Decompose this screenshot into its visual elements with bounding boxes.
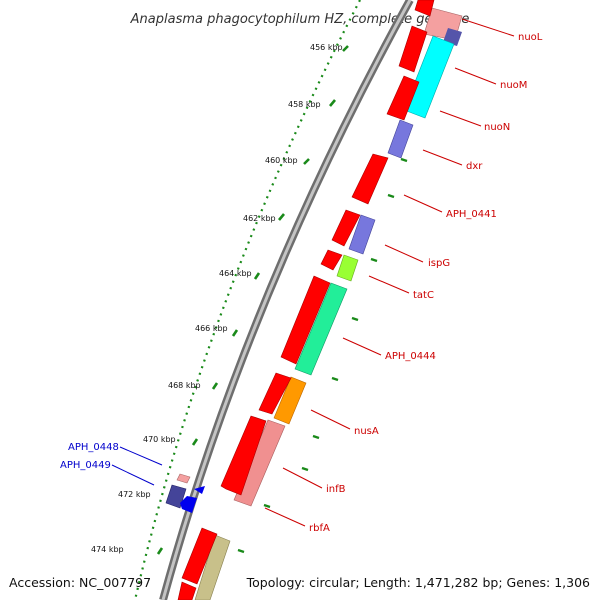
cds-arrow[interactable] — [258, 372, 292, 415]
genome-backbone — [159, 0, 414, 602]
scale-tick-label: 456 kbp — [310, 43, 343, 52]
inner-small-genes — [165, 473, 205, 513]
label-APH_0448[interactable]: APH_0448 — [68, 442, 119, 453]
label-nuoM[interactable]: nuoM — [500, 80, 527, 91]
scale-tick-label: 470 kbp — [143, 435, 176, 444]
label-nusA[interactable]: nusA — [354, 426, 379, 437]
gene-blocks — [194, 7, 463, 601]
scale-tick-label: 474 kbp — [91, 545, 124, 554]
cds-arrow[interactable] — [220, 415, 267, 496]
label-nuoL[interactable]: nuoL — [518, 32, 543, 43]
gene-arrow-blue[interactable] — [194, 486, 205, 494]
scale-tick-label: 472 kbp — [118, 490, 151, 499]
cds-arrow[interactable] — [181, 527, 218, 585]
gene-block-nusA[interactable] — [273, 376, 307, 425]
label-tatC[interactable]: tatC — [413, 290, 434, 301]
label-APH_0441[interactable]: APH_0441 — [446, 209, 497, 220]
label-dxr[interactable]: dxr — [466, 161, 483, 172]
gene-arrow-blue[interactable] — [180, 496, 197, 513]
label-ispG[interactable]: ispG — [428, 258, 450, 269]
topology-text: Topology: circular; Length: 1,471,282 bp… — [246, 575, 590, 590]
gene-block-APH_0444[interactable] — [294, 282, 348, 376]
cds-arrow[interactable] — [414, 0, 435, 17]
label-nuoN[interactable]: nuoN — [484, 122, 510, 133]
gene-block-APH_0448[interactable] — [176, 473, 191, 484]
cds-arrow[interactable] — [386, 75, 420, 121]
scale-tick-label: 468 kbp — [168, 381, 201, 390]
accession-text: Accession: NC_007797 — [9, 575, 151, 590]
scale-tick-label: 462 kbp — [243, 214, 276, 223]
gene-block-ispG[interactable] — [348, 214, 376, 255]
gene-block-dxr[interactable] — [387, 119, 414, 159]
cds-arrow[interactable] — [280, 275, 331, 365]
cds-arrow[interactable] — [331, 209, 361, 247]
scale-tick-label: 458 kbp — [288, 100, 321, 109]
gene-labels: nuoL nuoM nuoN dxr APH_0441 ispG tatC AP… — [60, 32, 543, 534]
scale-tick-label: 464 kbp — [219, 269, 252, 278]
cds-arrow[interactable] — [320, 249, 343, 271]
label-infB[interactable]: infB — [326, 484, 346, 495]
label-rbfA[interactable]: rbfA — [309, 523, 330, 534]
scale-tick-labels: 456 kbp 458 kbp 460 kbp 462 kbp 464 kbp … — [91, 43, 343, 554]
map-title: Anaplasma phagocytophilum HZ, complete g… — [130, 12, 470, 27]
label-connectors — [264, 18, 515, 527]
gene-block-tatC[interactable] — [336, 254, 359, 282]
label-connectors-blue — [111, 446, 163, 486]
cds-arrow[interactable] — [351, 153, 389, 205]
cds-arrow[interactable] — [398, 25, 428, 73]
cds-arrows — [177, 0, 435, 601]
label-APH_0449[interactable]: APH_0449 — [60, 460, 111, 471]
scale-tick-label: 466 kbp — [195, 324, 228, 333]
scale-tick-label: 460 kbp — [265, 156, 298, 165]
label-APH_0444[interactable]: APH_0444 — [385, 351, 436, 362]
